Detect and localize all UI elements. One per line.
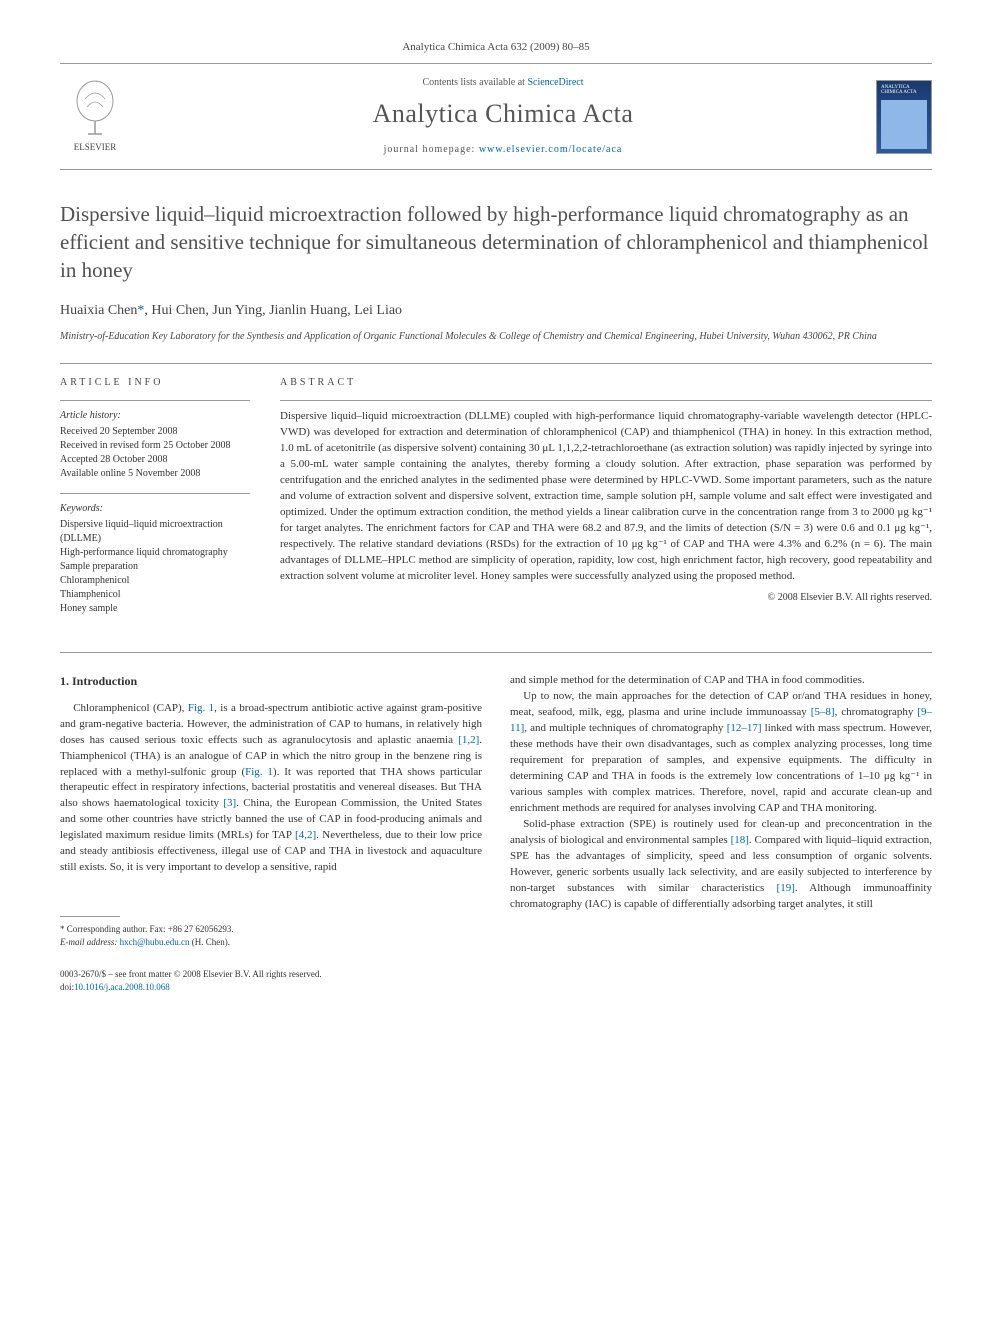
keyword: Chloramphenicol xyxy=(60,574,250,588)
info-rule xyxy=(60,493,250,494)
citation-link[interactable]: [5–8] xyxy=(811,706,835,718)
journal-header: ELSEVIER Contents lists available at Sci… xyxy=(60,63,932,169)
email-suffix: (H. Chen). xyxy=(189,937,230,947)
email-footnote: E-mail address: hxch@hubu.edu.cn (H. Che… xyxy=(60,936,482,949)
keyword: Honey sample xyxy=(60,602,250,616)
contents-prefix: Contents lists available at xyxy=(422,77,527,88)
citation-link[interactable]: [9–11] xyxy=(510,706,932,734)
history-line: Accepted 28 October 2008 xyxy=(60,453,250,467)
body-paragraph: Solid-phase extraction (SPE) is routinel… xyxy=(510,817,932,913)
body-paragraph: Up to now, the main approaches for the d… xyxy=(510,689,932,817)
homepage-prefix: journal homepage: xyxy=(384,144,479,155)
article-history-block: Article history: Received 20 September 2… xyxy=(60,409,250,481)
abstract-text: Dispersive liquid–liquid microextraction… xyxy=(280,409,932,584)
author-corresponding: Huaixia Chen xyxy=(60,303,137,318)
keyword: Dispersive liquid–liquid microextraction… xyxy=(60,518,250,546)
doi-link[interactable]: 10.1016/j.aca.2008.10.068 xyxy=(74,982,170,992)
authors-line: Huaixia Chen*, Hui Chen, Jun Ying, Jianl… xyxy=(60,301,932,321)
journal-cover-image xyxy=(881,100,927,149)
abstract-rule xyxy=(280,400,932,401)
footnote-separator xyxy=(60,916,120,917)
citation-line: Analytica Chimica Acta 632 (2009) 80–85 xyxy=(60,40,932,55)
email-label: E-mail address: xyxy=(60,937,120,947)
issn-line: 0003-2670/$ – see front matter © 2008 El… xyxy=(60,968,932,981)
journal-name: Analytica Chimica Acta xyxy=(130,96,876,132)
citation-link[interactable]: Fig. 1 xyxy=(245,766,273,778)
doi-line: doi:10.1016/j.aca.2008.10.068 xyxy=(60,981,932,994)
abstract-column: ABSTRACT Dispersive liquid–liquid microe… xyxy=(280,376,932,628)
section-title: Introduction xyxy=(72,674,137,688)
section-heading: 1. Introduction xyxy=(60,673,482,690)
body-column-right: and simple method for the determination … xyxy=(510,673,932,948)
article-info-column: ARTICLE INFO Article history: Received 2… xyxy=(60,376,250,628)
elsevier-logo: ELSEVIER xyxy=(60,77,130,157)
body-paragraph: and simple method for the determination … xyxy=(510,673,932,689)
citation-link[interactable]: Fig. 1 xyxy=(188,702,214,714)
abstract-heading: ABSTRACT xyxy=(280,376,932,390)
article-info-heading: ARTICLE INFO xyxy=(60,376,250,390)
history-line: Received 20 September 2008 xyxy=(60,425,250,439)
publisher-label: ELSEVIER xyxy=(74,141,117,154)
body-paragraph: Chloramphenicol (CAP), Fig. 1, is a broa… xyxy=(60,701,482,876)
homepage-link[interactable]: www.elsevier.com/locate/aca xyxy=(479,144,623,155)
separator-rule xyxy=(60,363,932,364)
authors-rest: , Hui Chen, Jun Ying, Jianlin Huang, Lei… xyxy=(144,303,402,318)
affiliation: Ministry-of-Education Key Laboratory for… xyxy=(60,330,932,343)
journal-cover-title: ANALYTICA CHIMICA ACTA xyxy=(881,85,927,96)
corresponding-footnote: * Corresponding author. Fax: +86 27 6205… xyxy=(60,923,482,936)
citation-link[interactable]: [3] xyxy=(223,797,236,809)
keyword: High-performance liquid chromatography xyxy=(60,546,250,560)
header-center: Contents lists available at ScienceDirec… xyxy=(130,76,876,156)
page-footer: 0003-2670/$ – see front matter © 2008 El… xyxy=(60,968,932,993)
citation-link[interactable]: [12–17] xyxy=(727,722,762,734)
keyword: Sample preparation xyxy=(60,560,250,574)
separator-rule xyxy=(60,652,932,653)
journal-cover-thumbnail: ANALYTICA CHIMICA ACTA xyxy=(876,80,932,154)
article-title: Dispersive liquid–liquid microextraction… xyxy=(60,200,932,285)
keywords-label: Keywords: xyxy=(60,502,250,516)
history-label: Article history: xyxy=(60,409,250,423)
info-rule xyxy=(60,400,250,401)
keywords-block: Keywords: Dispersive liquid–liquid micro… xyxy=(60,502,250,616)
citation-link[interactable]: [1,2] xyxy=(458,734,479,746)
abstract-copyright: © 2008 Elsevier B.V. All rights reserved… xyxy=(280,591,932,605)
history-line: Available online 5 November 2008 xyxy=(60,467,250,481)
body-two-column: 1. Introduction Chloramphenicol (CAP), F… xyxy=(60,673,932,948)
elsevier-tree-icon xyxy=(70,79,120,139)
body-column-left: 1. Introduction Chloramphenicol (CAP), F… xyxy=(60,673,482,948)
info-abstract-row: ARTICLE INFO Article history: Received 2… xyxy=(60,376,932,628)
doi-label: doi: xyxy=(60,982,74,992)
sciencedirect-link[interactable]: ScienceDirect xyxy=(527,77,583,88)
citation-link[interactable]: [4,2] xyxy=(295,829,316,841)
email-link[interactable]: hxch@hubu.edu.cn xyxy=(120,937,190,947)
citation-link[interactable]: [18] xyxy=(731,834,749,846)
history-line: Received in revised form 25 October 2008 xyxy=(60,439,250,453)
citation-link[interactable]: [19] xyxy=(777,882,795,894)
homepage-line: journal homepage: www.elsevier.com/locat… xyxy=(130,143,876,157)
contents-available-line: Contents lists available at ScienceDirec… xyxy=(130,76,876,90)
keyword: Thiamphenicol xyxy=(60,588,250,602)
section-number: 1. xyxy=(60,674,69,688)
